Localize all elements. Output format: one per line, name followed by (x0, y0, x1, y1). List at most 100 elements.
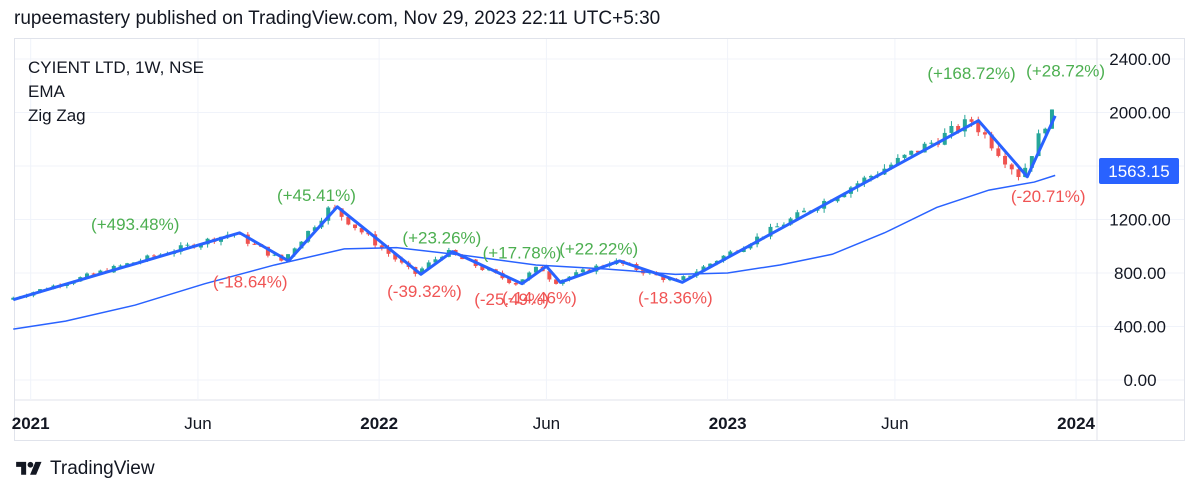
zigzag-percent-label: (+28.72%) (1026, 61, 1105, 80)
candlesticks (11, 109, 1054, 300)
y-tick-label: 1200.00 (1109, 211, 1170, 230)
candle-body (802, 210, 807, 213)
zigzag-percent-label: (-39.32%) (387, 282, 462, 301)
candle-body (795, 212, 800, 219)
price-axis: 0.00 400.00 800.00 1200.00 2000.00 2400.00 156… (1099, 50, 1179, 390)
candle-body (956, 125, 961, 132)
candle-body (580, 269, 585, 273)
candle-body (420, 268, 425, 274)
candle-body (339, 208, 344, 217)
candle-body (574, 272, 579, 277)
x-tick-label: Jun (533, 414, 560, 433)
candle-body (661, 275, 666, 281)
y-tick-label: 2400.00 (1109, 50, 1170, 69)
candle-body (1043, 128, 1048, 134)
candle-body (312, 227, 317, 231)
candle-body (1029, 156, 1034, 168)
candle-body (178, 245, 183, 252)
candle-body (433, 259, 438, 263)
candle-body (198, 244, 203, 248)
candle-body (286, 254, 291, 261)
candle-body (379, 245, 384, 249)
symbol-title[interactable]: CYIENT LTD, 1W, NSE (28, 58, 205, 77)
candle-body (265, 246, 270, 256)
last-price-value: 1563.15 (1108, 162, 1169, 181)
candle-body (98, 270, 103, 274)
zigzag-indicator-label[interactable]: Zig Zag (28, 106, 86, 125)
candle-body (91, 273, 96, 275)
candle-body (1003, 155, 1008, 165)
candle-body (554, 279, 559, 284)
x-tick-label: 2021 (12, 414, 50, 433)
candle-body (862, 177, 867, 184)
chart-legend: CYIENT LTD, 1W, NSE EMA Zig Zag (28, 56, 204, 128)
candle-body (399, 259, 404, 263)
candle-body (151, 255, 156, 257)
candle-body (909, 150, 914, 155)
candle-body (708, 263, 713, 267)
ema-indicator-label[interactable]: EMA (28, 82, 65, 101)
x-tick-label: 2022 (360, 414, 398, 433)
y-tick-label: 2000.00 (1109, 104, 1170, 123)
candle-body (373, 234, 378, 246)
candle-body (929, 142, 934, 144)
candle-body (547, 271, 552, 280)
candle-body (480, 266, 485, 271)
candle-body (728, 251, 733, 256)
candle-body (426, 262, 431, 269)
tradingview-logo-icon (16, 461, 42, 475)
candle-body (869, 175, 874, 178)
candle-body (306, 230, 311, 242)
candle-body (949, 125, 954, 133)
x-tick-label: 2023 (709, 414, 747, 433)
candle-body (989, 134, 994, 149)
candle-body (326, 207, 331, 221)
candle-body (84, 273, 89, 278)
candle-body (1016, 169, 1021, 178)
footer-brand[interactable]: TradingView (16, 458, 155, 480)
candle-body (701, 266, 706, 272)
candle-body (1036, 133, 1041, 157)
candle-body (533, 266, 538, 273)
candle-body (359, 228, 364, 233)
candle-body (915, 150, 920, 153)
candle-body (252, 243, 257, 245)
candle-body (895, 157, 900, 165)
candle-body (118, 265, 123, 267)
candle-body (1009, 164, 1014, 170)
candle-body (346, 216, 351, 225)
last-price-tag (1099, 157, 1179, 184)
candle-body (353, 224, 358, 229)
candle-body (1049, 109, 1054, 129)
zigzag-percent-label: (-14.46%) (502, 289, 577, 308)
zigzag-percent-label: (-25.49%) (474, 290, 549, 309)
grid-lines (15, 39, 1184, 440)
zigzag-percent-label: (+22.22%) (559, 239, 638, 258)
candle-body (768, 226, 773, 237)
zigzag-line (12, 115, 1057, 302)
candle-body (902, 154, 907, 158)
publish-info: rupeemastery published on TradingView.co… (14, 8, 661, 29)
ema-polyline (13, 174, 1056, 330)
zigzag-percent-label: (-18.64%) (213, 273, 288, 292)
ema-line (13, 174, 1056, 330)
x-tick-label: Jun (184, 414, 211, 433)
candle-body (922, 143, 927, 153)
candle-body (185, 244, 190, 246)
candle-body (982, 132, 987, 135)
zigzag-percent-label: (-18.36%) (638, 289, 713, 308)
candle-body (775, 226, 780, 228)
candle-body (996, 148, 1001, 156)
candle-body (527, 272, 532, 280)
candle-body (393, 253, 398, 260)
chart-frame (14, 38, 1185, 441)
candle-body (507, 278, 512, 283)
candle-body (688, 275, 693, 277)
zigzag-percent-label: (+45.41%) (277, 186, 356, 205)
candle-body (145, 255, 150, 261)
x-tick-label: Jun (881, 414, 908, 433)
y-tick-label: 0.00 (1123, 371, 1156, 390)
candle-body (272, 254, 277, 256)
zigzag-annotations: (+493.48%) (-18.64%) (+45.41%) (-39.32%) (+2… (91, 61, 1105, 309)
